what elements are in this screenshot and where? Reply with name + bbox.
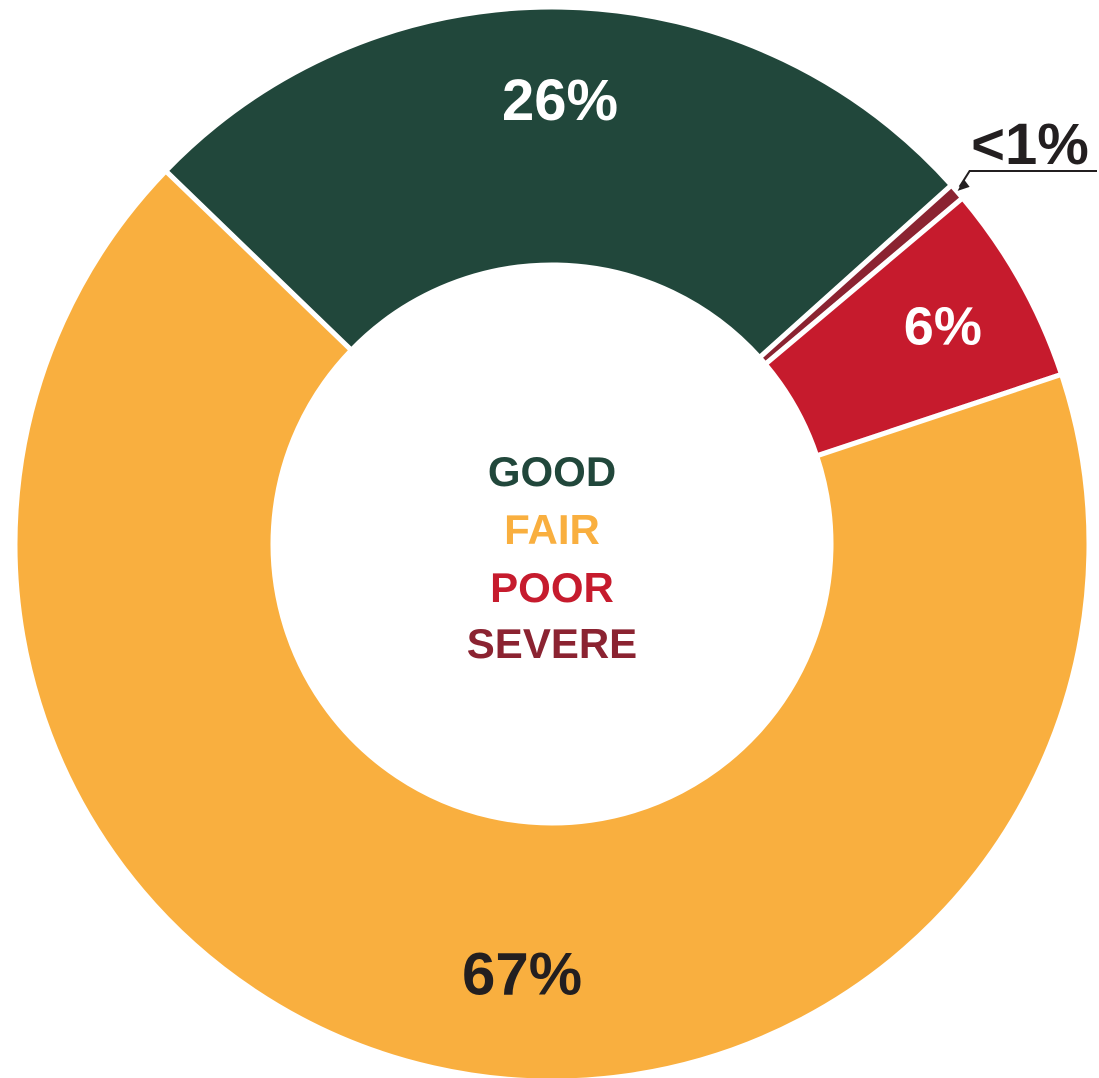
value-label-severe: <1% <box>971 112 1089 177</box>
legend-item-fair: FAIR <box>504 506 600 553</box>
value-label-good: 26% <box>502 68 618 133</box>
legend-item-poor: POOR <box>490 564 614 611</box>
value-labels-group: 26% <1% 6% 67% <box>462 68 1097 1008</box>
slices-group <box>12 4 1092 1078</box>
slice-good <box>162 4 956 362</box>
severe-leader-arrowhead <box>957 178 970 191</box>
slice-fair <box>12 167 1092 1078</box>
value-label-poor: 6% <box>904 296 982 356</box>
center-legend: GOOD FAIR POOR SEVERE <box>467 448 637 667</box>
value-label-fair: 67% <box>462 941 582 1008</box>
legend-item-good: GOOD <box>488 448 616 495</box>
legend-item-severe: SEVERE <box>467 620 637 667</box>
